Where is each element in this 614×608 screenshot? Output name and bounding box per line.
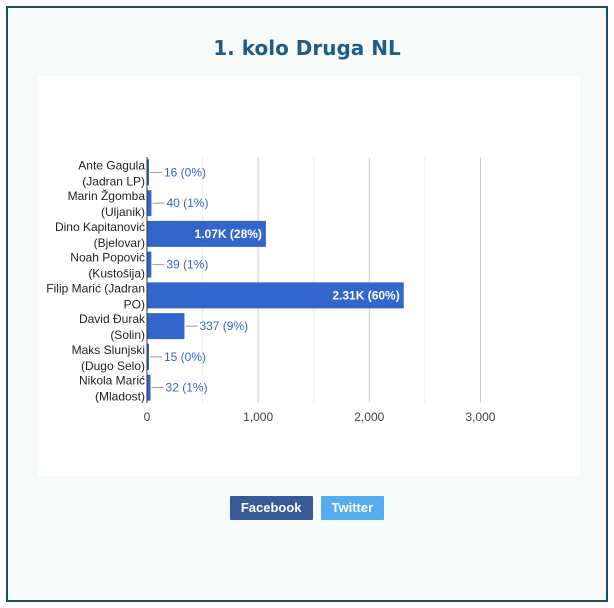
poll-frame: 1. kolo Druga NL 0 1,000 2,000 3,000 Ante Ga… <box>6 6 608 602</box>
category-label: Noah Popović <box>70 251 145 265</box>
category-label: Nikola Marić <box>79 374 145 388</box>
category-label: Dino Kapitanović <box>55 220 145 234</box>
x-tick-label: 3,000 <box>465 410 495 424</box>
x-tick-label: 2,000 <box>354 410 384 424</box>
category-label: Ante Gagula <box>78 158 145 172</box>
bar <box>147 313 185 340</box>
data-label: 1.07K (28%) <box>195 227 262 241</box>
bar <box>147 251 152 278</box>
bar <box>147 159 149 186</box>
bar-chart: 0 1,000 2,000 3,000 Ante Gagula (Jadran LP) 16… <box>46 157 496 424</box>
category-label: Filip Marić (Jadran <box>46 281 145 295</box>
category-label: (Solin) <box>110 328 145 342</box>
data-label: 16 (0%) <box>164 165 206 179</box>
data-label: 40 (1%) <box>166 196 208 210</box>
bar <box>147 220 266 247</box>
category-label: PO) <box>124 297 145 311</box>
bar <box>147 374 151 401</box>
share-buttons: Facebook Twitter <box>8 496 606 520</box>
bar <box>147 190 152 217</box>
data-label: 15 (0%) <box>164 350 206 364</box>
x-tick-label: 0 <box>144 410 151 424</box>
category-label: (Mladost) <box>95 390 145 404</box>
x-tick-label: 1,000 <box>243 410 273 424</box>
page-title: 1. kolo Druga NL <box>213 36 401 60</box>
category-label: David Đurak <box>79 312 146 326</box>
bar <box>147 343 149 370</box>
twitter-share-button[interactable]: Twitter <box>320 496 385 520</box>
data-label: 337 (9%) <box>199 319 248 333</box>
category-label: Maks Slunjski <box>72 343 145 357</box>
category-label: (Dugo Selo) <box>81 359 145 373</box>
bar <box>147 282 404 309</box>
chart-area: 0 1,000 2,000 3,000 Ante Gagula (Jadran LP) 16… <box>38 76 580 476</box>
facebook-share-button[interactable]: Facebook <box>229 496 313 520</box>
data-label: 32 (1%) <box>166 381 208 395</box>
category-label: (Jadran LP) <box>82 174 145 188</box>
category-label: (Bjelovar) <box>94 236 145 250</box>
category-label: (Uljanik) <box>101 205 145 219</box>
data-label: 2.31K (60%) <box>332 288 399 302</box>
category-label: Marin Žgomba <box>68 188 146 203</box>
category-label: (Kustošija) <box>88 267 145 281</box>
data-label: 39 (1%) <box>166 258 208 272</box>
